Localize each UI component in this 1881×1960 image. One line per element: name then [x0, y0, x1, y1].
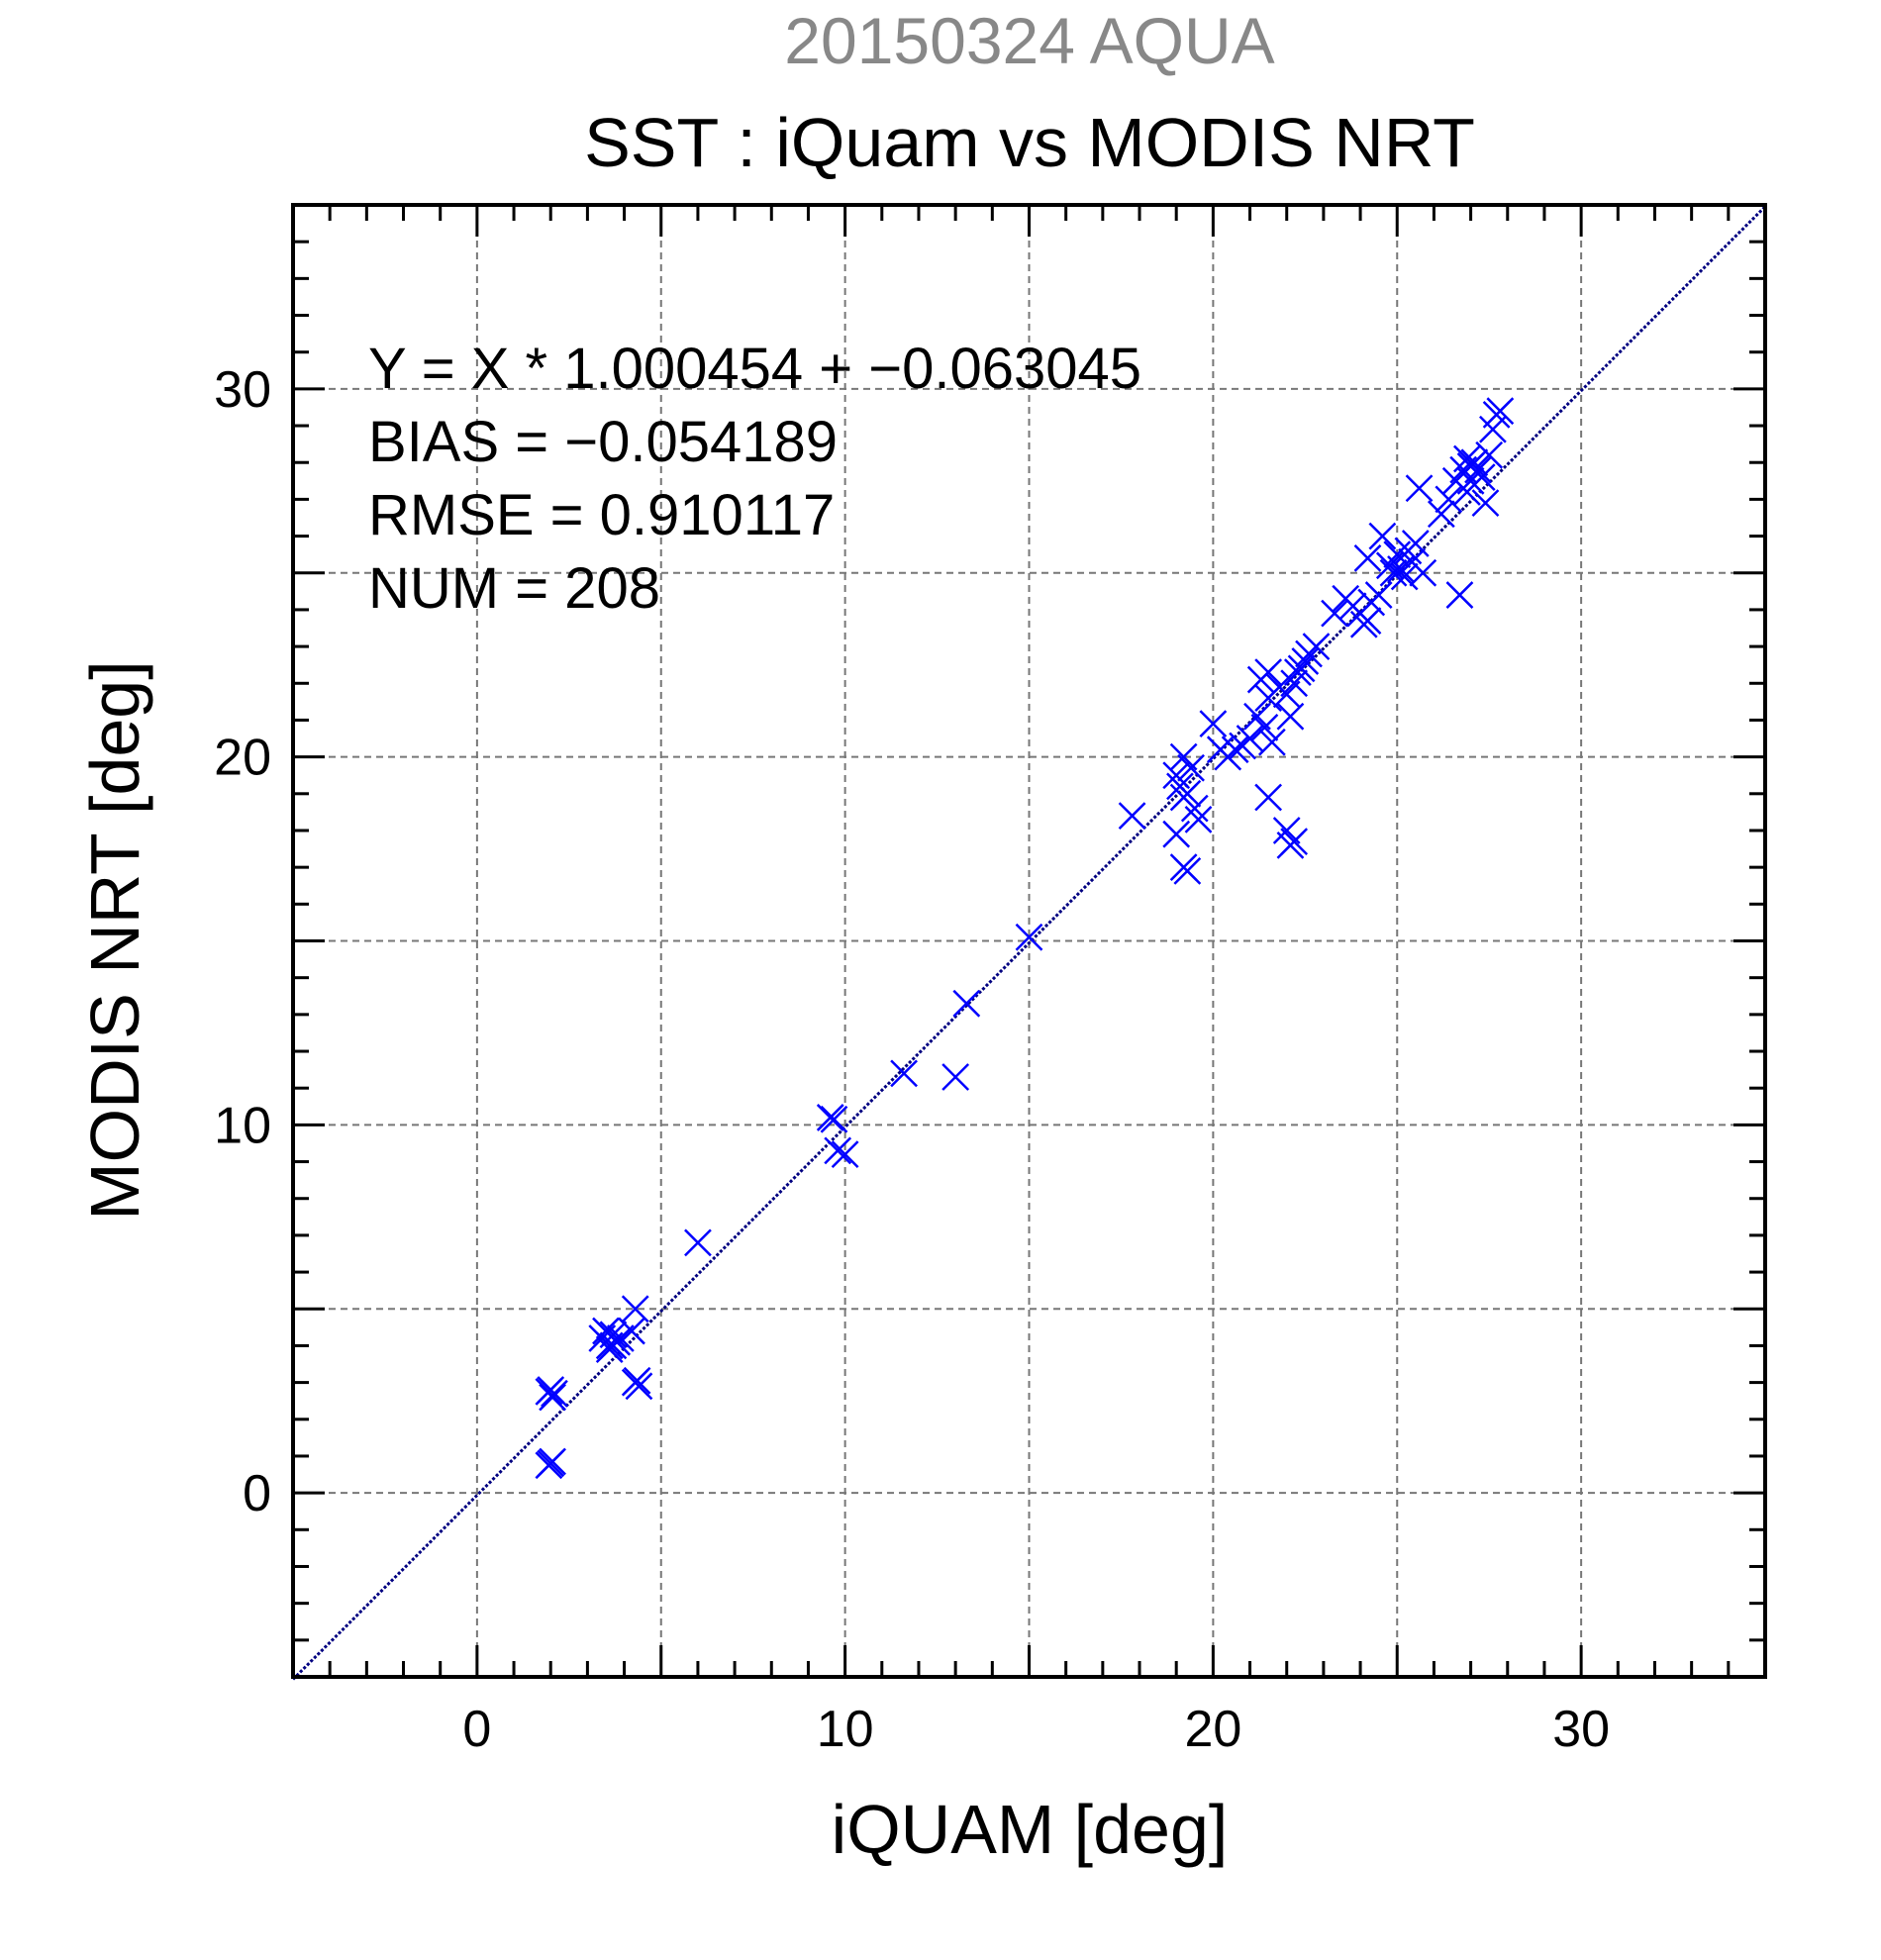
chart-supertitle: 20150324 AQUA — [784, 4, 1274, 77]
data-point — [1173, 856, 1202, 885]
data-point — [952, 989, 981, 1018]
fit-line-group — [291, 205, 1767, 1681]
stats-regression: Y = X * 1.000454 + −0.063045 — [368, 337, 1141, 401]
data-point — [831, 1140, 859, 1168]
y-tick-label: 20 — [214, 730, 271, 787]
data-point — [1464, 455, 1492, 484]
data-point — [1276, 702, 1305, 731]
data-point — [539, 1383, 566, 1412]
data-points — [535, 397, 1515, 1480]
data-point — [1427, 500, 1455, 529]
data-point — [1435, 485, 1463, 514]
data-point — [1173, 779, 1202, 808]
data-point — [1254, 658, 1283, 687]
data-point — [1184, 805, 1213, 833]
data-point — [1250, 714, 1279, 741]
x-tick-label: 0 — [462, 1701, 491, 1758]
data-point — [618, 1317, 645, 1345]
data-point — [1353, 607, 1382, 635]
x-tick-label: 30 — [1552, 1701, 1610, 1758]
data-point — [1162, 761, 1191, 790]
data-point — [1236, 725, 1264, 752]
axis-ticks — [291, 203, 1767, 1679]
data-point — [1199, 710, 1228, 738]
grid-lines — [293, 205, 1765, 1677]
data-point — [599, 1331, 628, 1360]
data-point — [541, 1379, 568, 1408]
data-point — [1390, 562, 1419, 591]
data-point — [1486, 397, 1515, 426]
data-point — [1364, 581, 1393, 609]
regression-line — [291, 205, 1767, 1681]
data-point — [1291, 647, 1320, 675]
data-point — [1280, 828, 1309, 856]
data-point — [1280, 669, 1309, 698]
data-point — [1379, 558, 1408, 587]
data-point — [535, 1378, 563, 1406]
data-point — [1302, 633, 1331, 660]
data-point — [1405, 474, 1434, 503]
x-axis-label: iQUAM [deg] — [832, 1791, 1229, 1868]
data-point — [1445, 581, 1474, 609]
data-point — [625, 1372, 653, 1401]
data-point — [816, 1104, 844, 1131]
data-point — [539, 1447, 566, 1476]
chart-title: SST : iQuam vs MODIS NRT — [584, 104, 1475, 181]
data-point — [1368, 522, 1397, 550]
data-point — [1257, 728, 1286, 756]
y-axis-label: MODIS NRT [deg] — [76, 660, 153, 1220]
data-point — [1475, 441, 1504, 469]
data-point — [1221, 735, 1249, 764]
data-point — [1015, 923, 1043, 951]
data-point — [1401, 530, 1430, 557]
y-tick-label: 30 — [214, 361, 271, 419]
data-point — [1118, 802, 1146, 830]
stats-num: NUM = 208 — [368, 556, 660, 621]
data-point — [1353, 543, 1382, 572]
y-tick-label: 10 — [214, 1097, 271, 1154]
data-point — [1287, 654, 1316, 683]
data-point — [1452, 478, 1481, 506]
data-point — [1177, 753, 1205, 782]
data-point — [1254, 783, 1283, 812]
data-point — [1180, 794, 1209, 823]
data-point — [890, 1059, 918, 1088]
stats-rmse: RMSE = 0.910117 — [368, 483, 835, 547]
data-point — [684, 1228, 712, 1257]
data-point — [820, 1105, 848, 1133]
data-point — [1162, 820, 1191, 848]
data-point — [824, 1136, 852, 1165]
data-point — [1409, 558, 1437, 587]
tick-labels: 0 10 20 30 0 10 20 30 — [214, 361, 1610, 1758]
data-point — [621, 1295, 649, 1323]
x-tick-label: 10 — [817, 1701, 874, 1758]
stats-bias: BIAS = −0.054189 — [368, 410, 838, 474]
y-tick-label: 0 — [243, 1465, 271, 1522]
data-point — [941, 1063, 970, 1091]
data-point — [623, 1366, 651, 1395]
stats-box: Y = X * 1.000454 + −0.063045 BIAS = −0.0… — [368, 337, 1141, 621]
x-tick-label: 20 — [1184, 1701, 1241, 1758]
data-point — [1321, 599, 1348, 628]
data-point — [1456, 452, 1485, 480]
data-point — [1471, 489, 1500, 518]
